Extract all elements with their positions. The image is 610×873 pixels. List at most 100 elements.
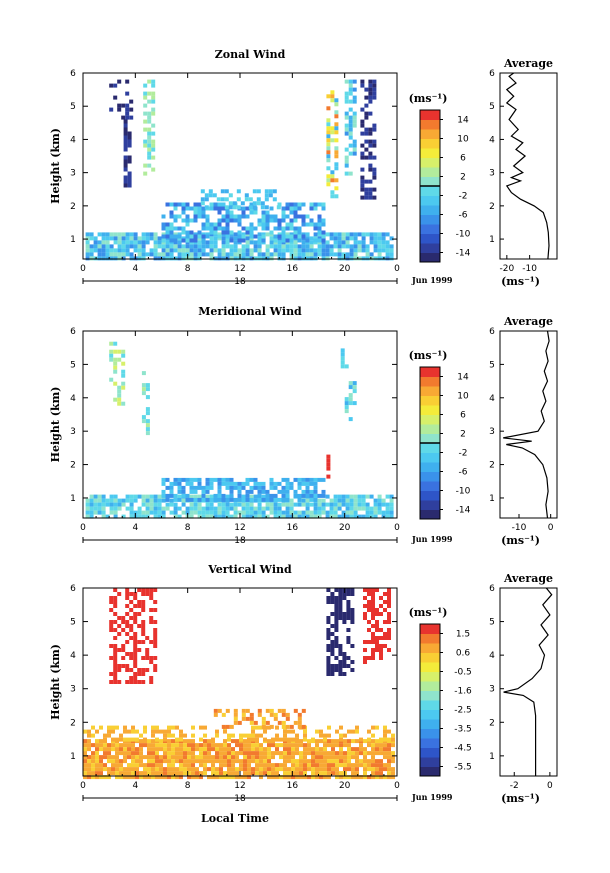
heatmap-cell xyxy=(113,676,118,680)
heatmap-cell xyxy=(147,163,152,168)
heatmap-cell xyxy=(349,510,354,515)
heatmap-cell xyxy=(338,652,343,656)
heatmap-cell xyxy=(231,747,235,752)
heatmap-cell xyxy=(383,636,387,640)
heatmap-cell xyxy=(155,775,159,780)
heatmap-cell xyxy=(305,502,310,507)
heatmap-cell xyxy=(93,498,98,503)
heatmap-cell xyxy=(325,252,330,257)
heatmap-cell xyxy=(225,485,230,490)
heatmap-cell xyxy=(317,222,322,227)
heatmap-cell xyxy=(99,771,103,776)
heatmap-cell xyxy=(327,743,331,748)
heatmap-cell xyxy=(125,244,130,249)
heatmap-cell xyxy=(213,222,218,227)
heatmap-cell xyxy=(151,755,155,760)
heatmap-cell xyxy=(141,514,146,519)
heatmap-cell xyxy=(141,588,146,592)
heatmap-cell xyxy=(165,485,170,490)
heatmap-cell xyxy=(213,230,218,235)
heatmap-cell xyxy=(143,95,148,100)
heatmap-cell xyxy=(360,195,365,200)
heatmap-cell xyxy=(371,739,375,744)
heatmap-cell xyxy=(113,680,118,684)
heatmap-cell xyxy=(281,238,286,243)
heatmap-cell xyxy=(129,656,134,660)
heatmap-cell xyxy=(285,489,290,494)
heatmap-cell xyxy=(261,514,266,519)
heatmap-cell xyxy=(151,107,156,112)
heatmap-cell xyxy=(344,99,349,104)
heatmap-cell xyxy=(143,725,147,730)
heatmap-cell xyxy=(197,497,202,502)
heatmap-cell xyxy=(372,91,377,96)
heatmap-cell xyxy=(189,248,194,253)
heatmap-cell xyxy=(333,240,338,245)
heatmap-cell xyxy=(139,771,143,776)
heatmap-cell xyxy=(99,775,103,780)
average-y-tick-label: 4 xyxy=(489,135,495,145)
heatmap-cell xyxy=(269,240,274,245)
heatmap-cell xyxy=(321,248,326,253)
heatmap-cell xyxy=(285,232,290,237)
heatmap-cell xyxy=(177,226,182,231)
heatmap-cell xyxy=(215,755,219,760)
heatmap-cell xyxy=(325,256,330,261)
heatmap-cell xyxy=(339,733,343,738)
heatmap-cell xyxy=(245,230,250,235)
heatmap-cell xyxy=(239,775,243,780)
heatmap-cell xyxy=(177,256,182,261)
heatmap-cell xyxy=(341,240,346,245)
heatmap-cell xyxy=(287,747,291,752)
heatmap-cells xyxy=(83,588,395,780)
heatmap-cell xyxy=(225,230,230,235)
heatmap-cell xyxy=(125,236,130,241)
heatmap-cell xyxy=(360,179,365,184)
heatmap-cell xyxy=(151,95,156,100)
heatmap-cell xyxy=(193,494,198,499)
heatmap-cell xyxy=(295,775,299,780)
heatmap-cell xyxy=(153,252,158,257)
heatmap-cell xyxy=(153,236,158,241)
heatmap-cell xyxy=(337,236,342,241)
heatmap-cell xyxy=(213,510,218,515)
heatmap-cell xyxy=(337,506,342,511)
heatmap-cell xyxy=(153,608,158,612)
heatmap-cell xyxy=(99,743,103,748)
heatmap-cell xyxy=(165,252,170,257)
heatmap-cell xyxy=(285,502,290,507)
heatmap-cell xyxy=(111,763,115,768)
heatmap-cell xyxy=(387,743,391,748)
heatmap-cell xyxy=(249,494,254,499)
heatmap-cell xyxy=(381,248,386,253)
heatmap-cell xyxy=(343,755,347,760)
heatmap-cell xyxy=(203,759,207,764)
heatmap-cell xyxy=(213,240,218,245)
heatmap-cell xyxy=(333,498,338,503)
heatmap-cell xyxy=(305,214,310,219)
heatmap-cell xyxy=(119,759,123,764)
heatmap-cell xyxy=(151,725,155,730)
heatmap-cell xyxy=(177,477,182,482)
heatmap-cell xyxy=(117,624,122,628)
heatmap-cell xyxy=(221,248,226,253)
heatmap-cell xyxy=(295,771,299,776)
heatmap-cell xyxy=(143,767,147,772)
heatmap-cell xyxy=(281,493,286,498)
heatmap-cell xyxy=(311,763,315,768)
heatmap-cell xyxy=(387,763,391,768)
heatmap-cell xyxy=(329,498,334,503)
heatmap-cell xyxy=(249,497,254,502)
heatmap-cell xyxy=(249,514,254,519)
colorbar-swatch xyxy=(420,462,440,472)
heatmap-cell xyxy=(193,248,198,253)
heatmap-cell xyxy=(171,767,175,772)
heatmap-cell xyxy=(297,477,302,482)
heatmap-cell xyxy=(195,771,199,776)
heatmap-cell xyxy=(247,751,251,756)
heatmap-cell xyxy=(113,596,118,600)
heatmap-cell xyxy=(375,648,379,652)
heatmap-cell xyxy=(361,494,366,499)
colorbar-swatch xyxy=(420,633,440,644)
heatmap-cell xyxy=(275,767,279,772)
